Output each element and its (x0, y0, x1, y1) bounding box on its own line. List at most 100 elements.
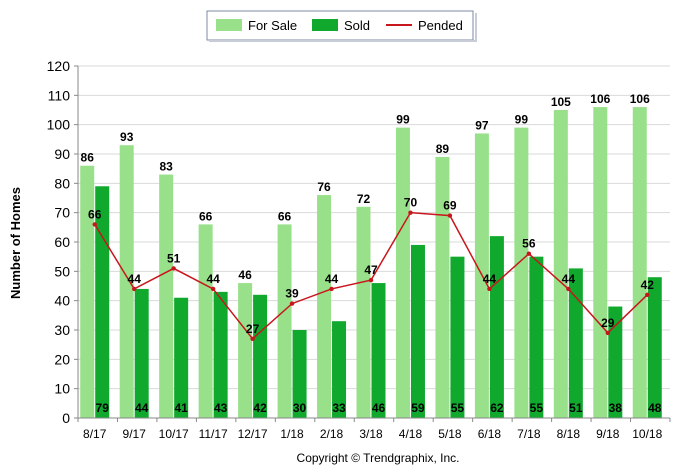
bar-sold (608, 306, 623, 418)
bar-for-sale (119, 145, 134, 418)
bar-sold (292, 330, 307, 418)
bar-for-sale (514, 127, 529, 418)
x-tick-label: 6/18 (478, 427, 502, 441)
data-label-sold: 33 (332, 401, 346, 415)
data-label-for-sale: 99 (396, 113, 410, 127)
data-label-for-sale: 76 (317, 180, 331, 194)
x-tick-label: 8/17 (83, 427, 107, 441)
bar-sold (174, 297, 189, 418)
data-label-pended: 44 (128, 272, 142, 286)
y-tick-label: 60 (54, 234, 70, 250)
x-tick-label: 7/18 (517, 427, 541, 441)
point-pended (447, 213, 453, 218)
data-label-pended: 44 (483, 272, 497, 286)
data-label-for-sale: 89 (436, 142, 450, 156)
point-pended (329, 286, 334, 292)
data-label-pended: 44 (206, 272, 220, 286)
x-tick-label: 9/17 (123, 427, 147, 441)
data-label-sold: 55 (451, 401, 465, 415)
bar-for-sale (632, 107, 647, 419)
point-pended (92, 222, 97, 227)
data-label-for-sale: 72 (357, 192, 371, 206)
legend-label-for-sale: For Sale (248, 18, 297, 33)
data-label-sold: 42 (253, 401, 267, 415)
data-label-pended: 44 (562, 272, 576, 286)
data-label-sold: 30 (293, 401, 307, 415)
x-tick-label: 2/18 (320, 427, 344, 441)
legend-label-pended: Pended (418, 18, 463, 33)
data-label-pended: 27 (246, 322, 260, 336)
data-label-sold: 43 (214, 401, 228, 415)
y-tick-label: 80 (54, 175, 70, 191)
bar-for-sale (159, 174, 174, 418)
data-label-sold: 41 (174, 401, 188, 415)
bar-for-sale (198, 224, 213, 418)
y-tick-label: 110 (48, 87, 71, 103)
data-label-sold: 59 (411, 401, 425, 415)
bar-sold (529, 256, 544, 418)
x-tick-label: 1/18 (280, 427, 304, 441)
data-label-sold: 38 (609, 401, 623, 415)
bar-for-sale (277, 224, 292, 418)
point-pended (289, 301, 295, 306)
legend-shadow (475, 13, 477, 42)
y-tick-label: 10 (54, 381, 70, 397)
bar-sold (371, 283, 386, 418)
data-label-sold: 51 (569, 401, 583, 415)
copyright-text: Copyright © Trendgraphix, Inc. (297, 451, 460, 465)
data-label-for-sale: 93 (120, 130, 134, 144)
y-tick-label: 90 (54, 146, 70, 162)
bar-for-sale (395, 127, 410, 418)
data-label-for-sale: 105 (551, 95, 571, 109)
y-tick-label: 120 (47, 58, 71, 74)
x-tick-label: 10/18 (632, 427, 662, 441)
data-label-for-sale: 97 (475, 118, 489, 132)
data-label-for-sale: 86 (81, 151, 95, 165)
x-tick-label: 5/18 (438, 427, 462, 441)
data-label-for-sale: 46 (238, 268, 252, 282)
bar-sold (95, 186, 110, 418)
data-label-for-sale: 66 (199, 209, 213, 223)
data-label-pended: 69 (443, 199, 457, 213)
x-tick-label: 12/17 (238, 427, 268, 441)
bar-sold (253, 294, 268, 418)
data-label-for-sale: 99 (515, 113, 529, 127)
legend-box (206, 10, 474, 41)
data-label-pended: 51 (167, 251, 181, 265)
data-label-for-sale: 106 (630, 92, 650, 106)
bar-sold (213, 291, 228, 418)
point-pended (210, 286, 216, 292)
x-tick-label: 9/18 (596, 427, 620, 441)
bar-for-sale (238, 283, 253, 418)
data-label-for-sale: 83 (159, 160, 173, 174)
point-pended (132, 286, 137, 292)
legend-swatch-for-sale (216, 19, 242, 31)
data-label-sold: 55 (530, 401, 544, 415)
y-tick-label: 40 (54, 293, 70, 309)
point-pended (487, 286, 492, 292)
bar-for-sale (317, 195, 332, 418)
point-pended (605, 330, 610, 336)
y-tick-label: 30 (54, 322, 70, 338)
x-tick-label: 4/18 (399, 427, 423, 441)
bar-for-sale (553, 110, 568, 418)
point-pended (645, 292, 650, 297)
data-label-pended: 56 (522, 237, 536, 251)
data-label-sold: 48 (648, 401, 662, 415)
bar-sold (568, 268, 583, 418)
data-label-pended: 39 (285, 287, 299, 301)
bar-sold (332, 321, 347, 418)
y-tick-label: 100 (47, 117, 71, 133)
x-tick-label: 11/17 (199, 427, 228, 441)
point-pended (171, 266, 176, 271)
x-tick-label: 3/18 (359, 427, 383, 441)
point-pended (368, 277, 374, 283)
bar-for-sale (593, 107, 608, 419)
legend: For Sale Sold Pended (206, 10, 477, 42)
y-tick-label: 20 (54, 351, 70, 367)
bar-sold (647, 277, 662, 418)
legend-swatch-sold (312, 19, 338, 31)
point-pended (408, 210, 413, 215)
